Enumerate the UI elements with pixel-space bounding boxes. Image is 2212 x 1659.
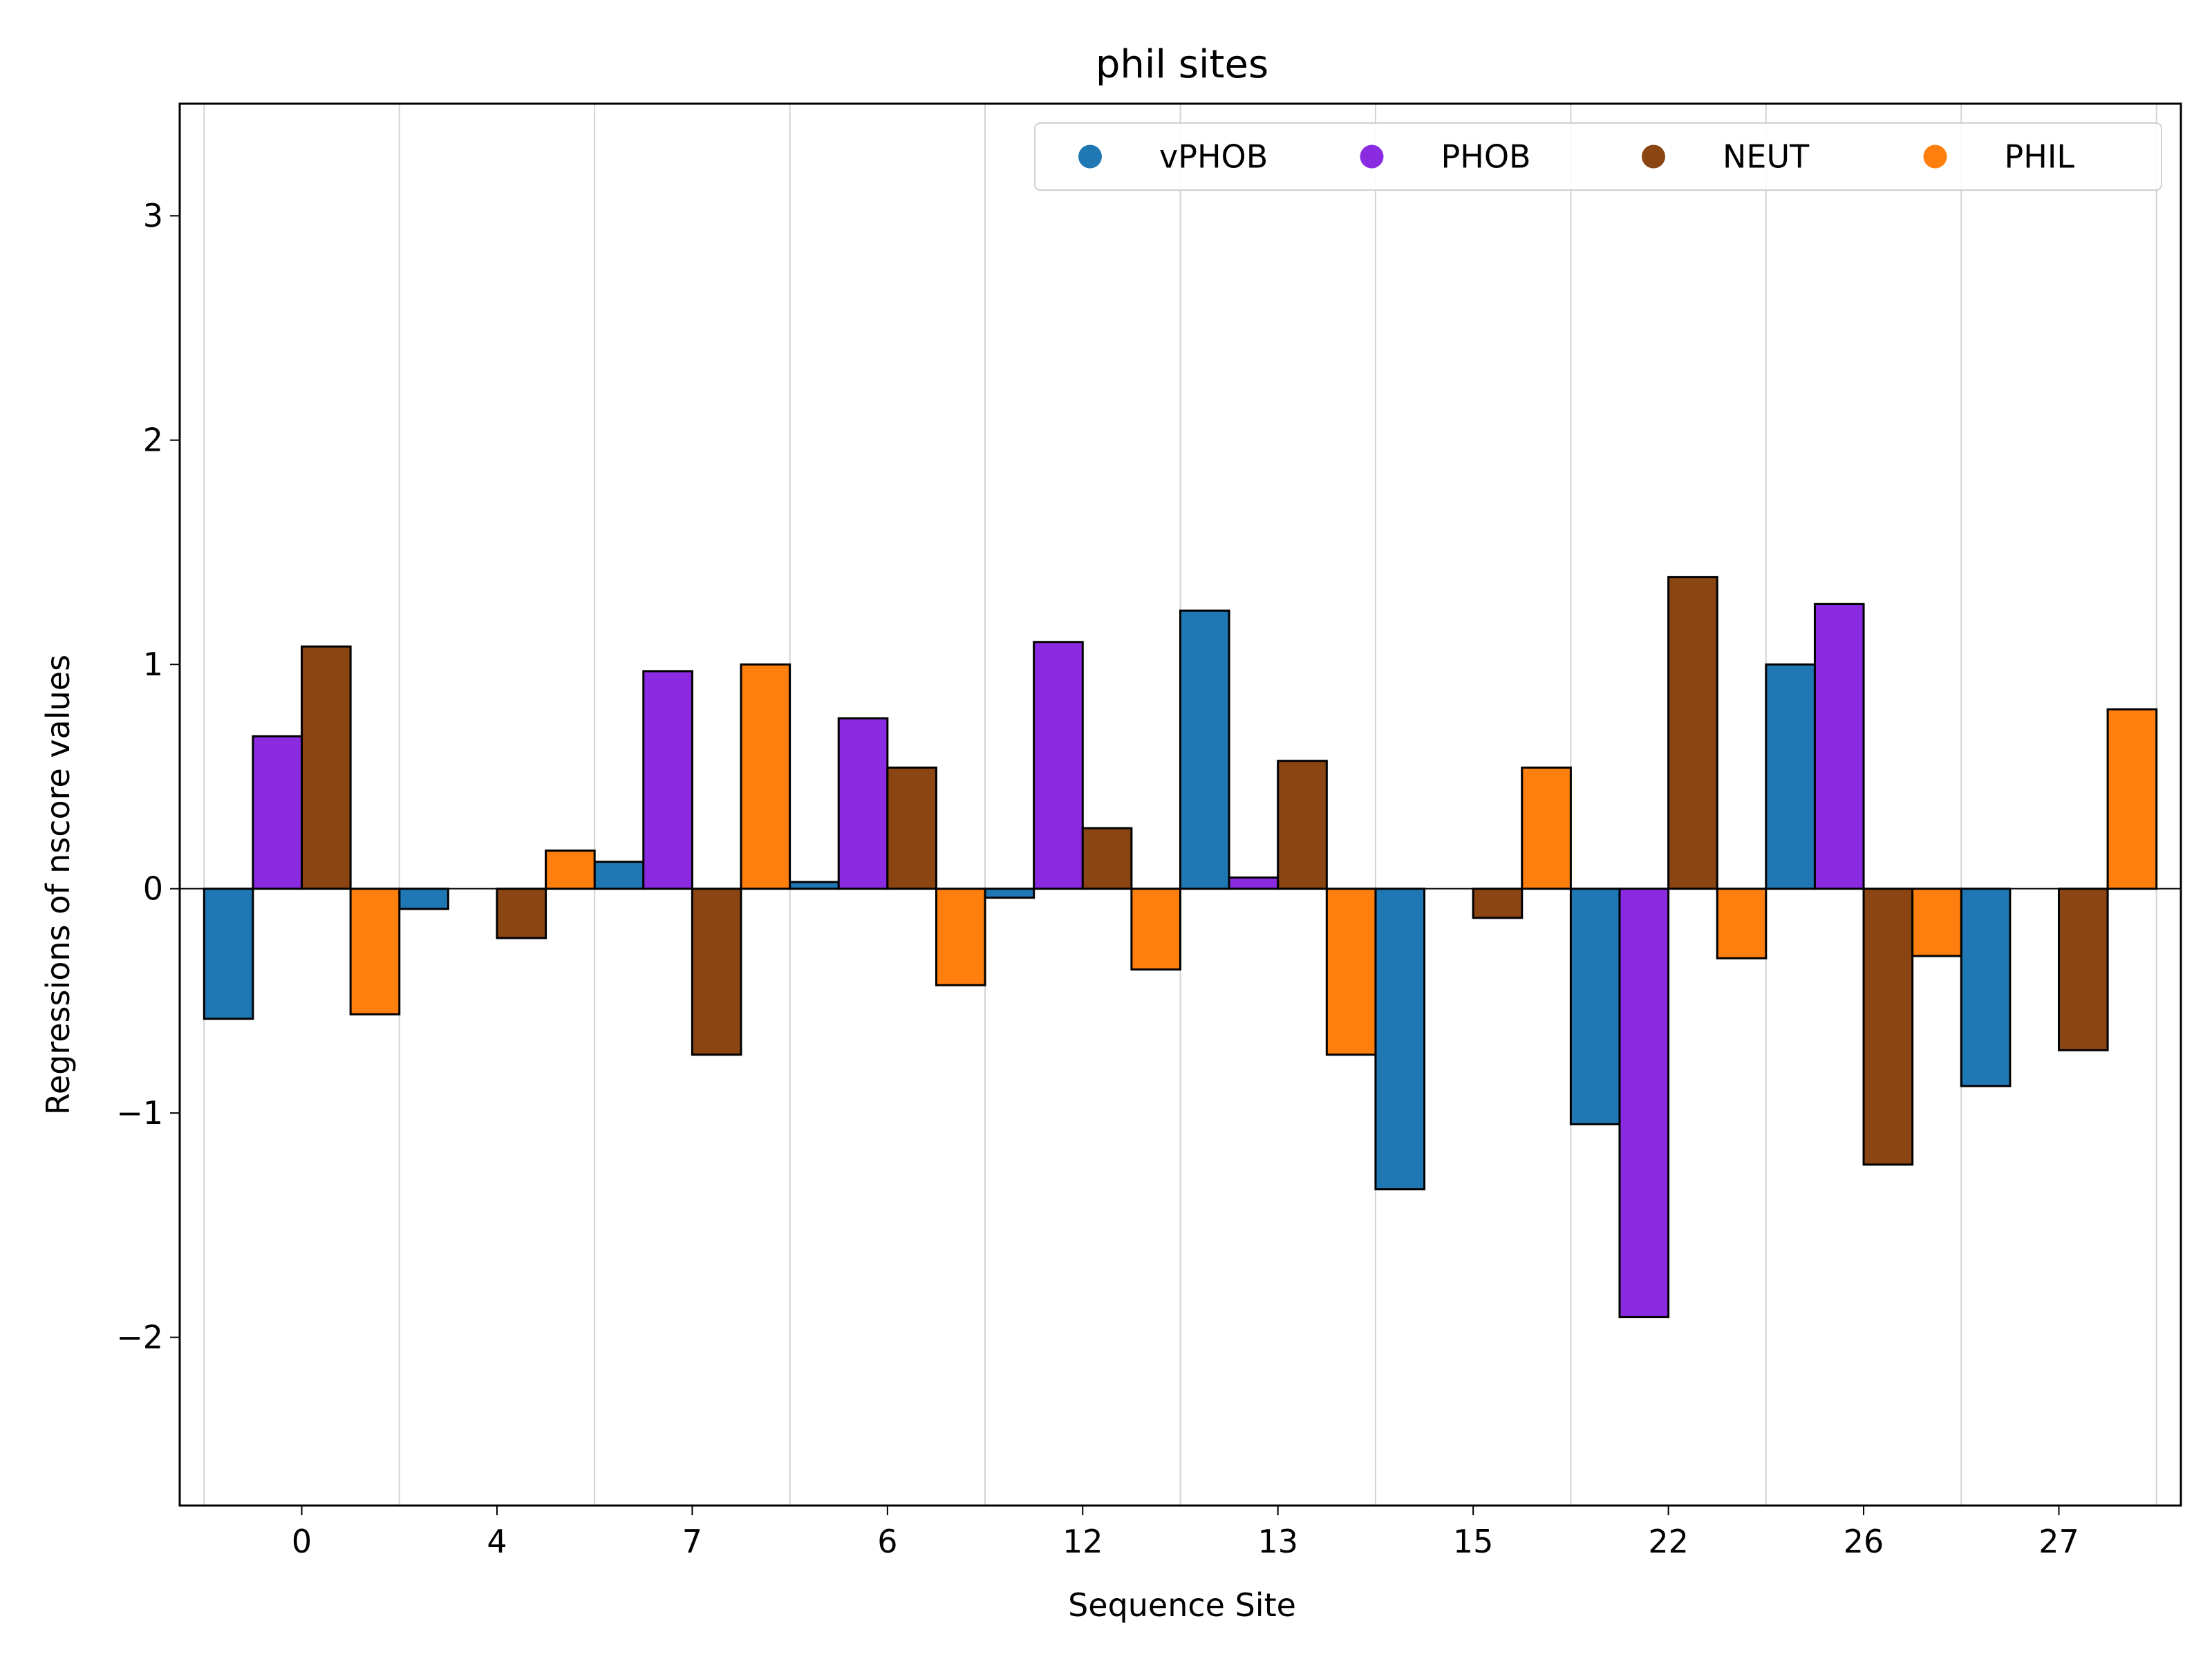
bar-vphob-4 bbox=[398, 888, 449, 910]
bar-phil-4 bbox=[545, 850, 596, 890]
y-tick-label: 3 bbox=[143, 197, 163, 234]
legend-label-phob: PHOB bbox=[1441, 138, 1531, 176]
bar-phil-27 bbox=[2106, 708, 2158, 890]
bars bbox=[203, 576, 2158, 1318]
bar-phob-12 bbox=[1033, 641, 1084, 890]
y-axis-ticks: −2 −1 0 1 2 3 bbox=[116, 197, 180, 1356]
x-tick-label: 12 bbox=[1062, 1523, 1103, 1560]
bar-neut-22 bbox=[1667, 576, 1718, 890]
bar-vphob-13 bbox=[1179, 609, 1230, 890]
bar-phob-6 bbox=[837, 717, 889, 890]
bar-phob-13 bbox=[1228, 876, 1280, 890]
legend-label-phil: PHIL bbox=[2005, 138, 2075, 176]
y-tick-label: 1 bbox=[143, 646, 163, 683]
bar-neut-26 bbox=[1862, 888, 1914, 1166]
bar-vphob-12 bbox=[984, 888, 1035, 899]
bar-phob-22 bbox=[1618, 888, 1670, 1318]
x-tick-label: 6 bbox=[877, 1523, 897, 1560]
legend-label-neut: NEUT bbox=[1723, 138, 1810, 176]
y-axis-label: Regressions of nscore values bbox=[39, 655, 77, 1115]
x-tick-label: 4 bbox=[487, 1523, 507, 1560]
bar-phob-26 bbox=[1813, 603, 1865, 890]
bar-phil-0 bbox=[349, 888, 401, 1015]
x-tick-label: 27 bbox=[2038, 1523, 2079, 1560]
x-tick-label: 26 bbox=[1844, 1523, 1884, 1560]
x-tick-label: 15 bbox=[1453, 1523, 1494, 1560]
chart-title: phil sites bbox=[1096, 42, 1268, 87]
bar-neut-4 bbox=[496, 888, 547, 939]
bar-phob-7 bbox=[642, 670, 693, 890]
bar-neut-15 bbox=[1472, 888, 1524, 919]
bar-phob-0 bbox=[252, 735, 303, 890]
legend-marker-neut bbox=[1642, 144, 1665, 169]
x-tick-label: 22 bbox=[1648, 1523, 1689, 1560]
bar-vphob-15 bbox=[1374, 888, 1426, 1190]
x-tick-label: 7 bbox=[682, 1523, 702, 1560]
bar-vphob-26 bbox=[1765, 663, 1816, 890]
legend-marker-phob bbox=[1360, 144, 1384, 169]
bar-vphob-27 bbox=[1960, 888, 2012, 1087]
bar-neut-0 bbox=[301, 645, 352, 890]
bar-vphob-0 bbox=[203, 888, 254, 1020]
y-tick-label: 0 bbox=[143, 870, 163, 908]
legend-box bbox=[1034, 122, 2162, 191]
plot-frame bbox=[178, 102, 2182, 1507]
bar-phil-22 bbox=[1716, 888, 1768, 959]
bar-neut-6 bbox=[886, 766, 937, 890]
bar-neut-27 bbox=[2057, 888, 2109, 1051]
bar-phil-7 bbox=[740, 663, 791, 890]
y-tick-label: 2 bbox=[143, 422, 163, 459]
y-tick-label: −2 bbox=[116, 1319, 163, 1356]
bar-neut-7 bbox=[691, 888, 742, 1056]
x-tick-label: 13 bbox=[1257, 1523, 1298, 1560]
bar-vphob-7 bbox=[593, 861, 645, 890]
bar-neut-12 bbox=[1081, 827, 1133, 890]
bar-vphob-6 bbox=[789, 881, 840, 890]
legend: vPHOB PHOB NEUT PHIL bbox=[1034, 122, 2162, 191]
legend-marker-phil bbox=[1923, 144, 1947, 169]
bar-phil-26 bbox=[1911, 888, 1962, 957]
bar-phil-12 bbox=[1130, 888, 1182, 971]
y-tick-label: −1 bbox=[116, 1094, 163, 1132]
bar-vphob-22 bbox=[1569, 888, 1621, 1125]
x-axis-label: Sequence Site bbox=[1068, 1586, 1296, 1624]
bar-phil-6 bbox=[935, 888, 986, 986]
bar-phil-13 bbox=[1325, 888, 1377, 1056]
legend-label-vphob: vPHOB bbox=[1159, 138, 1268, 176]
bar-neut-13 bbox=[1277, 760, 1328, 890]
bar-phil-15 bbox=[1521, 766, 1572, 890]
legend-marker-vphob bbox=[1078, 144, 1102, 169]
x-tick-label: 0 bbox=[292, 1523, 312, 1560]
x-axis-ticks: 0 4 7 6 12 13 15 22 26 27 bbox=[292, 1506, 2079, 1560]
